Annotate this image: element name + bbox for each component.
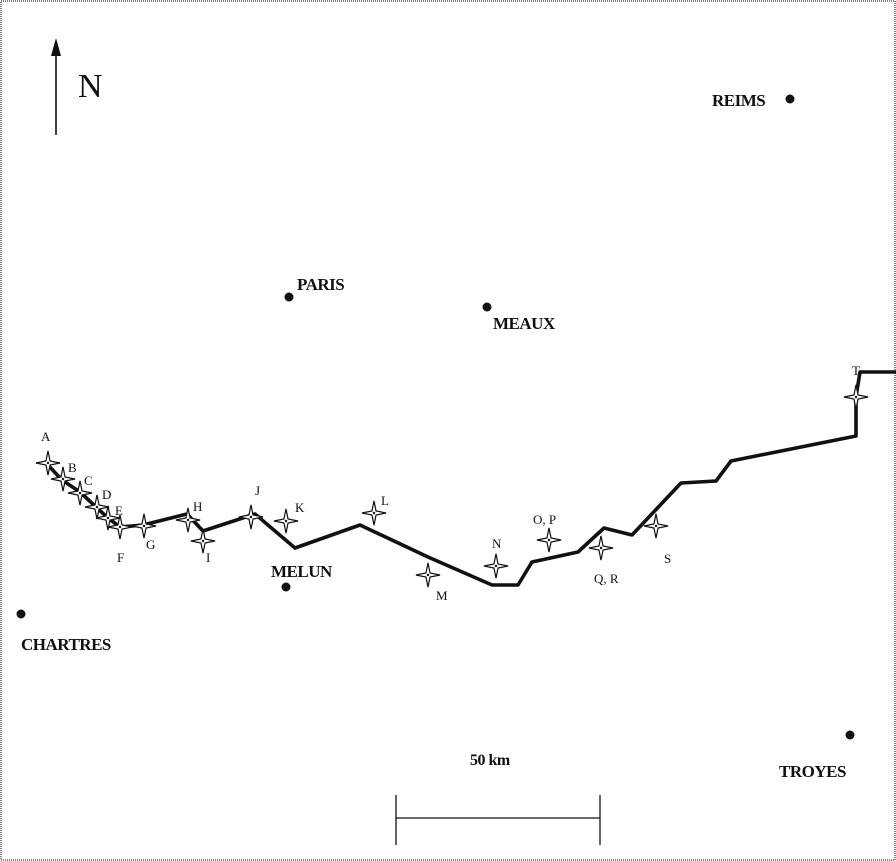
waypoint-b-label: B xyxy=(68,460,77,475)
waypoint-m-icon xyxy=(415,562,441,588)
waypoint-i-icon xyxy=(190,528,216,554)
waypoint-j-icon xyxy=(238,504,264,530)
troyes-label: TROYES xyxy=(779,762,846,781)
waypoint-n-icon xyxy=(483,553,509,579)
waypoint-m-label: M xyxy=(436,588,448,603)
waypoint-t-icon xyxy=(843,384,869,410)
melun-label: MELUN xyxy=(271,562,333,581)
melun-dot xyxy=(281,582,291,592)
meaux-label: MEAUX xyxy=(493,314,556,333)
reims-dot xyxy=(785,94,795,104)
waypoint-j-label: J xyxy=(255,483,260,498)
waypoint-s-label: S xyxy=(664,551,671,566)
waypoint-c-label: C xyxy=(84,473,93,488)
waypoint-k-label: K xyxy=(295,500,305,515)
waypoint-e-label: E xyxy=(115,503,123,518)
scale-bar: 50 km xyxy=(395,752,601,845)
paris-dot xyxy=(284,292,294,302)
chartres-label: CHARTRES xyxy=(21,635,111,654)
waypoint-d-label: D xyxy=(102,487,111,502)
north-label: N xyxy=(78,68,103,105)
meaux-dot xyxy=(482,302,492,312)
waypoint-h-label: H xyxy=(193,499,202,514)
waypoint-op-icon xyxy=(536,527,562,553)
scale-label: 50 km xyxy=(470,752,511,769)
waypoint-i-label: I xyxy=(206,550,210,565)
waypoint-l-label: L xyxy=(381,493,389,508)
chartres-dot xyxy=(16,609,26,619)
waypoint-g-label: G xyxy=(146,537,155,552)
waypoint-f-label: F xyxy=(117,550,124,565)
waypoint-g-icon xyxy=(131,513,157,539)
reims-label: REIMS xyxy=(712,91,765,110)
flight-route-line xyxy=(44,370,896,587)
troyes-dot xyxy=(845,730,855,740)
paris-label: PARIS xyxy=(297,275,344,294)
waypoint-a-icon xyxy=(35,450,61,476)
waypoint-t-label: T xyxy=(852,363,860,378)
waypoint-a-label: A xyxy=(41,429,51,444)
waypoint-n-label: N xyxy=(492,536,502,551)
waypoint-op-label: O, P xyxy=(533,512,556,527)
north-arrow: N xyxy=(51,38,103,135)
waypoint-qr-label: Q, R xyxy=(594,571,619,586)
